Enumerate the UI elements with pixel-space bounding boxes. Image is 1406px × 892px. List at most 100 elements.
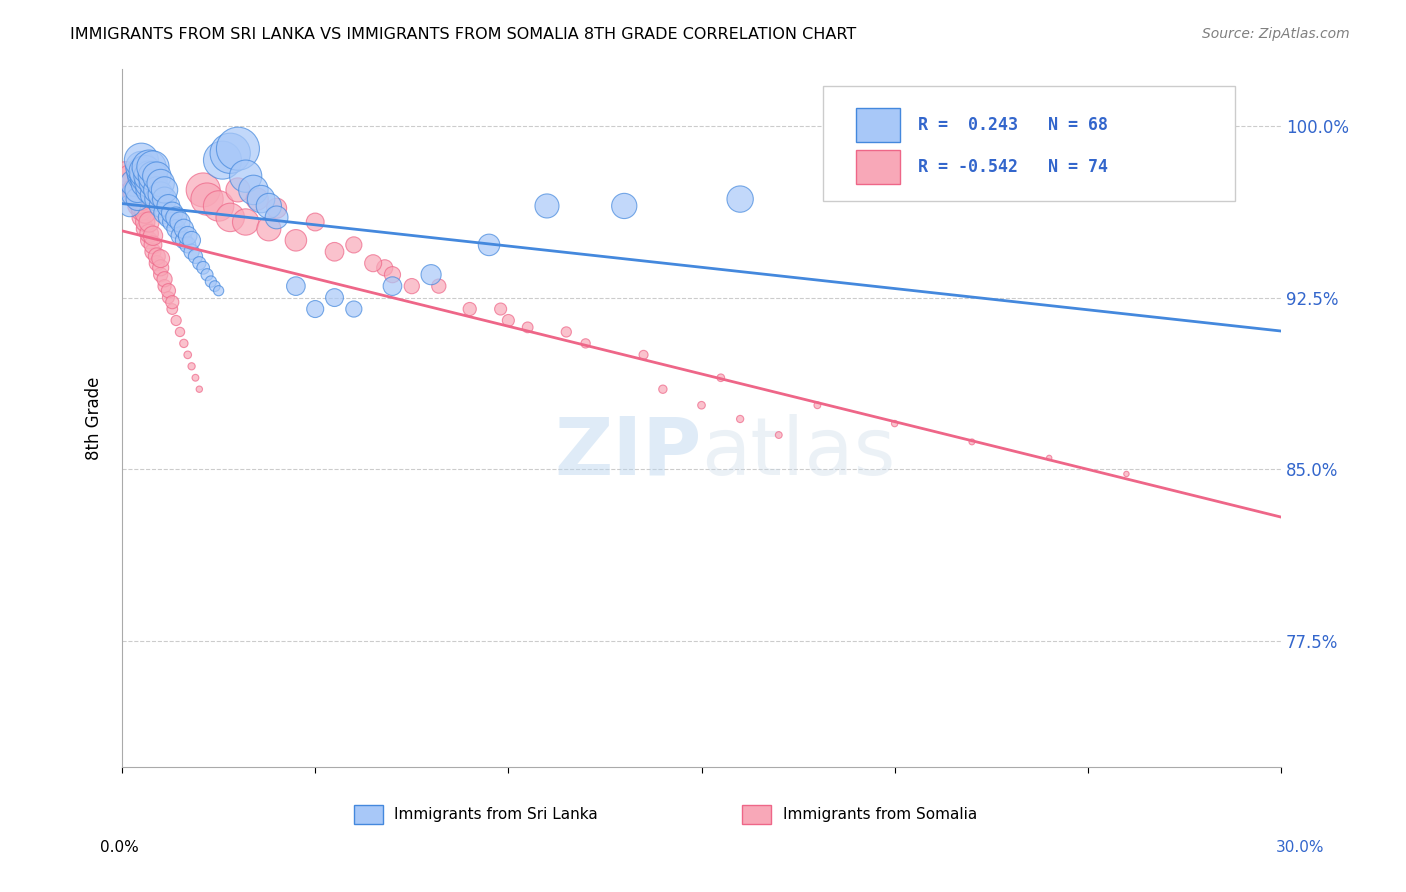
Point — [1115, 467, 1137, 481]
Point — [127, 183, 149, 197]
Point — [153, 279, 176, 293]
Point — [162, 206, 184, 220]
Point — [138, 160, 160, 174]
Text: R =  0.243   N = 68: R = 0.243 N = 68 — [918, 116, 1108, 134]
Point — [883, 417, 905, 431]
Point — [284, 279, 307, 293]
Point — [142, 238, 165, 252]
Point — [728, 192, 751, 206]
Point — [235, 215, 257, 229]
Point — [633, 348, 655, 362]
Text: Immigrants from Somalia: Immigrants from Somalia — [783, 807, 977, 822]
Point — [165, 211, 187, 225]
Point — [806, 398, 828, 412]
Point — [138, 169, 160, 184]
Text: Source: ZipAtlas.com: Source: ZipAtlas.com — [1202, 27, 1350, 41]
Bar — [742, 805, 770, 824]
Point — [173, 222, 195, 236]
Point — [180, 359, 202, 374]
Text: Immigrants from Sri Lanka: Immigrants from Sri Lanka — [395, 807, 598, 822]
Point — [127, 187, 149, 202]
Point — [489, 301, 512, 316]
Point — [226, 142, 249, 156]
Point — [169, 228, 191, 243]
Point — [200, 275, 222, 289]
Point — [575, 336, 598, 351]
Point — [122, 187, 145, 202]
Point — [149, 268, 172, 282]
Point — [555, 325, 578, 339]
Point — [138, 215, 160, 229]
Point — [149, 176, 172, 190]
Point — [127, 192, 149, 206]
Point — [131, 169, 153, 184]
Y-axis label: 8th Grade: 8th Grade — [86, 376, 103, 459]
Point — [169, 215, 191, 229]
Point — [177, 348, 200, 362]
Point — [142, 228, 165, 243]
Point — [122, 183, 145, 197]
Point — [516, 320, 538, 334]
Point — [536, 199, 558, 213]
Point — [162, 301, 184, 316]
Point — [142, 169, 165, 184]
Point — [361, 256, 384, 270]
Point — [122, 176, 145, 190]
Point — [131, 192, 153, 206]
Point — [401, 279, 423, 293]
Point — [153, 192, 176, 206]
Point — [257, 222, 280, 236]
Bar — [856, 108, 900, 142]
FancyBboxPatch shape — [823, 86, 1234, 202]
Point — [146, 249, 169, 263]
Point — [162, 295, 184, 310]
Bar — [354, 805, 382, 824]
Point — [157, 291, 180, 305]
Point — [131, 203, 153, 218]
Point — [122, 187, 145, 202]
Point — [246, 192, 269, 206]
Point — [134, 206, 156, 220]
Point — [162, 215, 184, 229]
Point — [180, 233, 202, 247]
Point — [690, 398, 713, 412]
Text: R = -0.542   N = 74: R = -0.542 N = 74 — [918, 158, 1108, 176]
Point — [458, 301, 481, 316]
Point — [134, 222, 156, 236]
Point — [323, 244, 346, 259]
Point — [138, 176, 160, 190]
Point — [710, 370, 733, 384]
Point — [184, 249, 207, 263]
Point — [193, 260, 215, 275]
Point — [131, 211, 153, 225]
Point — [304, 215, 326, 229]
Point — [651, 382, 673, 396]
Point — [153, 206, 176, 220]
Point — [304, 301, 326, 316]
Point — [149, 260, 172, 275]
Point — [323, 291, 346, 305]
Point — [134, 215, 156, 229]
Text: 0.0%: 0.0% — [100, 840, 139, 855]
Point — [960, 434, 983, 449]
Point — [157, 284, 180, 298]
Point — [195, 192, 218, 206]
Point — [207, 284, 229, 298]
Point — [204, 279, 226, 293]
Point — [157, 199, 180, 213]
Text: IMMIGRANTS FROM SRI LANKA VS IMMIGRANTS FROM SOMALIA 8TH GRADE CORRELATION CHART: IMMIGRANTS FROM SRI LANKA VS IMMIGRANTS … — [70, 27, 856, 42]
Point — [374, 260, 396, 275]
Point — [142, 176, 165, 190]
Point — [211, 153, 233, 168]
Point — [149, 187, 172, 202]
Text: 30.0%: 30.0% — [1277, 840, 1324, 855]
Point — [242, 183, 264, 197]
Point — [219, 211, 242, 225]
Point — [1038, 450, 1060, 465]
Point — [207, 199, 229, 213]
Point — [131, 164, 153, 178]
Point — [138, 183, 160, 197]
Point — [153, 272, 176, 286]
Point — [146, 256, 169, 270]
Point — [478, 238, 501, 252]
